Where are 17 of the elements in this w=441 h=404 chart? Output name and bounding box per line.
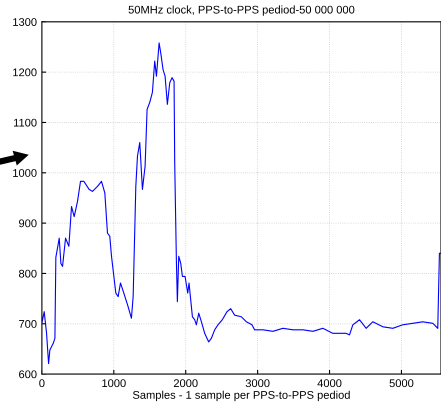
y-tick-label: 600 bbox=[19, 370, 37, 378]
y-tick-label: 1300 bbox=[13, 18, 37, 26]
x-tick-label: 1000 bbox=[102, 379, 126, 388]
y-tick-label: 700 bbox=[19, 320, 37, 328]
y-tick-label: 800 bbox=[18, 270, 37, 278]
x-tick-label: 3000 bbox=[246, 379, 270, 388]
x-tick-label: 2000 bbox=[174, 379, 198, 388]
chart-title: 50MHz clock, PPS-to-PPS pediod-50 000 000 bbox=[128, 5, 354, 16]
line-series bbox=[42, 42, 441, 364]
x-tick-label: 0 bbox=[39, 379, 45, 388]
y-tick-label: 900 bbox=[19, 219, 37, 228]
x-axis-title: Samples - 1 sample per PPS-to-PPS pediod bbox=[132, 390, 350, 402]
y-tick-label: 1100 bbox=[14, 118, 37, 127]
y-tick-label: 1000 bbox=[13, 169, 37, 177]
x-tick-label: 5000 bbox=[390, 379, 414, 388]
y-tick-label: 1200 bbox=[13, 68, 37, 76]
x-tick-label: 4000 bbox=[317, 379, 342, 388]
